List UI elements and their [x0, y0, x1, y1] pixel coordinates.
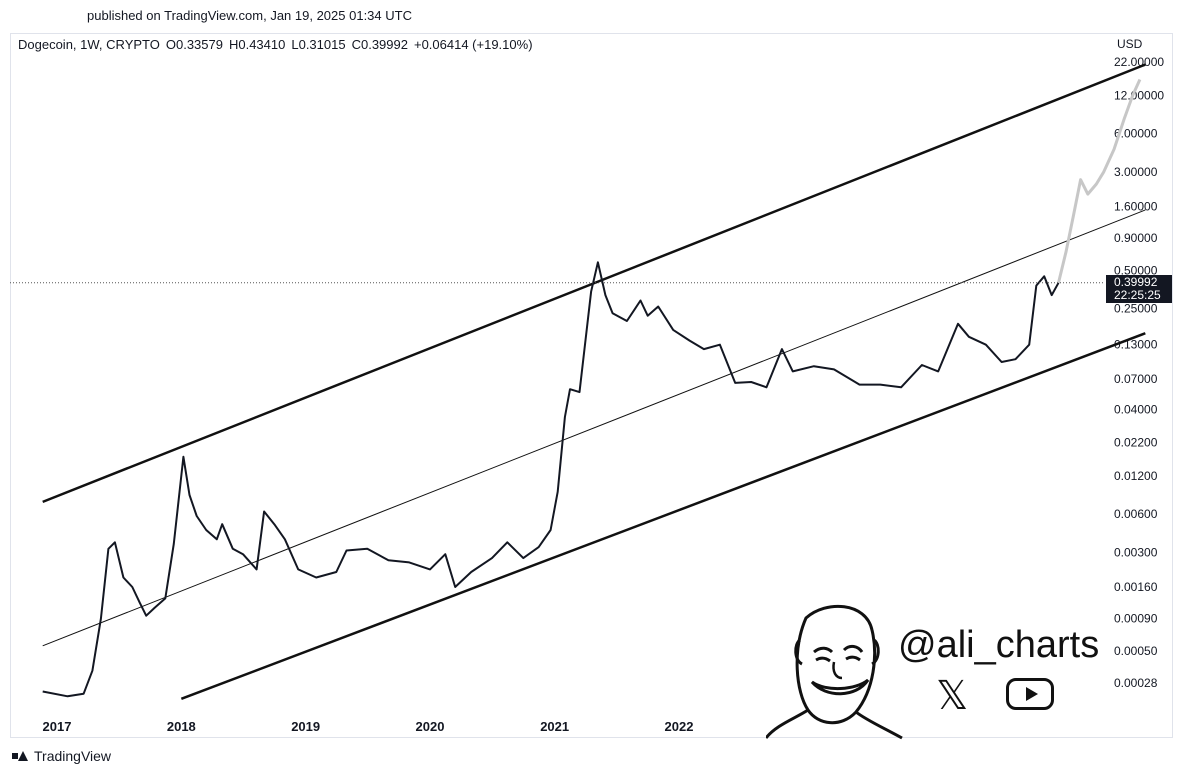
x-tick-label: 2019: [291, 719, 320, 734]
y-tick-label: 0.02200: [1114, 436, 1158, 450]
projection-line: [1057, 78, 1142, 284]
watermark-handle: @ali_charts: [898, 624, 1100, 666]
x-logo-icon: 𝕏: [936, 674, 969, 718]
bar-countdown: 22:25:25: [1114, 288, 1161, 302]
high-value: H0.43410: [228, 37, 286, 52]
currency-label[interactable]: USD: [1117, 37, 1143, 51]
y-tick-label: 0.00090: [1114, 612, 1158, 626]
y-tick-label: 0.90000: [1114, 231, 1158, 245]
y-tick-label: 0.00050: [1114, 644, 1158, 658]
open-value: O0.33579: [165, 37, 223, 52]
y-tick-label: 0.01200: [1114, 469, 1158, 483]
y-tick-label: 12.00000: [1114, 88, 1164, 102]
x-tick-label: 2020: [416, 719, 445, 734]
x-tick-label: 2021: [540, 719, 569, 734]
low-value: L0.31015: [291, 37, 346, 52]
x-tick-label: 2018: [167, 719, 196, 734]
y-tick-label: 0.00600: [1114, 507, 1158, 521]
y-tick-label: 0.07000: [1114, 372, 1158, 386]
price-history-line: [42, 261, 1060, 698]
y-tick-label: 0.50000: [1114, 263, 1158, 277]
channel-lines: [42, 63, 1146, 701]
y-tick-label: 0.25000: [1114, 302, 1158, 316]
channel-lower-line: [180, 332, 1146, 701]
y-tick-label: 22.00000: [1114, 55, 1164, 69]
y-tick-label: 0.13000: [1114, 338, 1158, 352]
price-series: [42, 78, 1142, 698]
tradingview-brand: TradingView: [34, 748, 112, 764]
cartoon-face-icon: [766, 604, 903, 740]
close-value: C0.39992: [351, 37, 408, 52]
x-tick-label: 2022: [665, 719, 694, 734]
y-tick-label: 6.00000: [1114, 127, 1158, 141]
published-note: published on TradingView.com, Jan 19, 20…: [87, 8, 412, 23]
symbol-label: Dogecoin, 1W, CRYPTO: [18, 37, 160, 52]
tradingview-logo[interactable]: TradingView: [12, 748, 111, 764]
y-tick-label: 0.00028: [1114, 676, 1158, 690]
x-tick-label: 2017: [43, 719, 72, 734]
y-axis-labels: 22.00000 12.00000 6.00000 3.00000 1.60000 0.9…: [1114, 55, 1164, 690]
y-tick-label: 0.00300: [1114, 545, 1158, 559]
y-tick-label: 0.04000: [1114, 403, 1158, 417]
y-tick-label: 3.00000: [1114, 165, 1158, 179]
youtube-icon: [1006, 678, 1054, 710]
last-price-value: 0.39992: [1114, 275, 1158, 289]
last-price-tag: 0.39992 22:25:25: [1106, 275, 1172, 303]
chart-frame: [10, 33, 1173, 738]
tradingview-logo-icon: [12, 751, 28, 761]
y-tick-label: 0.00160: [1114, 580, 1158, 594]
y-tick-label: 1.60000: [1114, 199, 1158, 213]
change-value: +0.06414 (+19.10%): [413, 37, 533, 52]
chart-header: Dogecoin, 1W, CRYPTO O0.33579 H0.43410 L0.3…: [18, 37, 539, 52]
x-axis-labels: 2017 2018 2019 2020 2021 2022: [43, 719, 694, 734]
